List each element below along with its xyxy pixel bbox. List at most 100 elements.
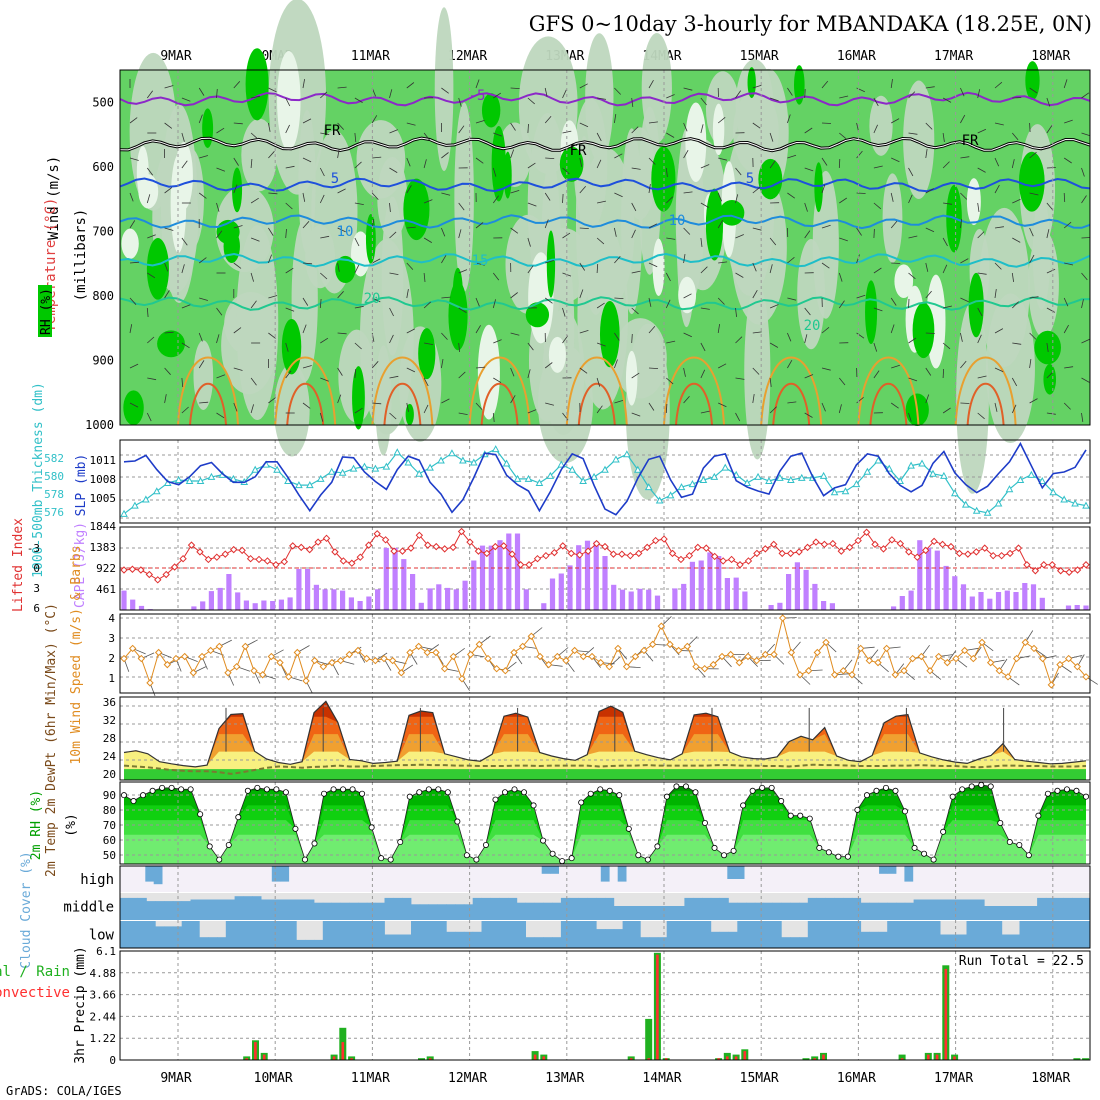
wind-barb (1063, 192, 1066, 203)
wind-barb (856, 227, 862, 236)
wind-barb (441, 87, 449, 94)
run-total-label: Run Total = 22.5 (959, 954, 1084, 969)
rh-dry-patch (454, 102, 474, 293)
thickness-marker (1082, 501, 1090, 509)
rh-moist-patch (405, 403, 414, 426)
wind-speed-marker (371, 656, 380, 665)
cloud-bar (763, 902, 773, 920)
cloud-bar (851, 897, 862, 920)
wind-barb (769, 132, 774, 142)
wind-speed-marker (1056, 660, 1064, 669)
wind-barb (943, 202, 953, 205)
isotherm-label: FR (962, 133, 979, 149)
rh-marker (597, 786, 604, 793)
cloud-bar (825, 897, 835, 920)
cloud-bar (463, 931, 474, 948)
thickness-marker (120, 509, 128, 517)
wind-barb (891, 118, 900, 124)
rh-marker (454, 818, 461, 825)
lifted-index-marker (483, 549, 491, 558)
wind-barb (977, 128, 987, 134)
thickness-line (123, 448, 1087, 515)
thickness-marker (830, 488, 839, 496)
cape-bar (313, 584, 319, 610)
cloud-bar (217, 899, 227, 920)
wind-barb (700, 124, 704, 134)
thickness-marker (994, 499, 1003, 507)
wind-barb (216, 412, 225, 419)
lifted-index-marker (938, 540, 947, 549)
wind-barb (423, 404, 429, 414)
cloud-bar (940, 934, 950, 948)
cloud-bar (578, 897, 588, 920)
cloud-bar (490, 897, 500, 920)
wind-barb (268, 397, 276, 404)
rh-moist-patch (546, 230, 556, 298)
wind-barb (994, 184, 1000, 194)
temperature-tick-label: 32 (103, 714, 116, 727)
cloud-bar (199, 899, 209, 920)
isotherm-loop-inner (189, 382, 227, 426)
cloud-bar (922, 921, 932, 948)
wind-barb (631, 270, 641, 274)
wind-barb (596, 377, 601, 387)
lifted-index-marker (846, 543, 854, 552)
rh-marker (787, 812, 794, 819)
wind-barb (891, 364, 900, 369)
wind-barb (1011, 272, 1014, 282)
precip-convective-bar (341, 1042, 345, 1060)
lifted-index-marker (972, 548, 981, 556)
cloud-bar (393, 897, 403, 920)
wind-barb (614, 114, 617, 124)
wind-speed-marker (458, 675, 466, 683)
wind-barb (268, 295, 278, 299)
rh-marker (225, 841, 232, 848)
wind-barb (648, 80, 654, 89)
wind-barb (804, 412, 813, 418)
wind-speed-marker (726, 650, 735, 659)
wind-barb (873, 228, 875, 239)
wind-barb (371, 361, 379, 369)
wind-barb (925, 122, 933, 130)
pressure-axis-label: (millibars) (73, 209, 89, 302)
wind-barb (804, 88, 806, 99)
wind-barb (665, 299, 671, 309)
rh-marker (330, 786, 337, 793)
cloud-bar (728, 931, 738, 948)
wind-barb (320, 272, 328, 280)
thickness-marker (601, 465, 609, 473)
wind-speed-marker (718, 652, 726, 661)
rh-very-dry-patch (174, 142, 193, 210)
cape-bar (191, 606, 197, 610)
wind-barb (1063, 157, 1072, 164)
precip-convective-bar (428, 1058, 432, 1060)
cape-bar (681, 583, 687, 610)
wind-barb (700, 202, 709, 208)
pressure-tick-label: 1000 (85, 418, 114, 432)
wind-speed-marker (293, 648, 302, 657)
lifted-index-marker (398, 547, 407, 555)
rh-marker (825, 849, 832, 856)
cape-bar (488, 545, 494, 610)
wind-barb (492, 299, 496, 309)
thickness-marker (207, 472, 216, 480)
wind-axis-label: Wind (m/s) (46, 156, 62, 240)
wind-barb (129, 117, 138, 124)
lifted-index-marker (1023, 561, 1031, 569)
cloud-bar (314, 902, 324, 920)
rh-marker (635, 852, 642, 859)
wind-speed-marker (362, 654, 371, 663)
isotherm-loop (760, 356, 823, 426)
wind-barb (233, 184, 238, 194)
wind-speed-marker (397, 669, 406, 677)
rh-very-dry-patch (477, 324, 500, 420)
cloud-bar (807, 921, 817, 948)
rh-marker (673, 783, 680, 790)
wind-speed-marker (302, 677, 310, 685)
cape-bar (794, 562, 800, 610)
cape-bar (969, 596, 975, 610)
rh-moist-patch (146, 238, 169, 300)
wind-tick-label: 3 (108, 632, 115, 645)
wind-barb (198, 360, 205, 369)
date-label-bottom: 16MAR (837, 1071, 876, 1086)
